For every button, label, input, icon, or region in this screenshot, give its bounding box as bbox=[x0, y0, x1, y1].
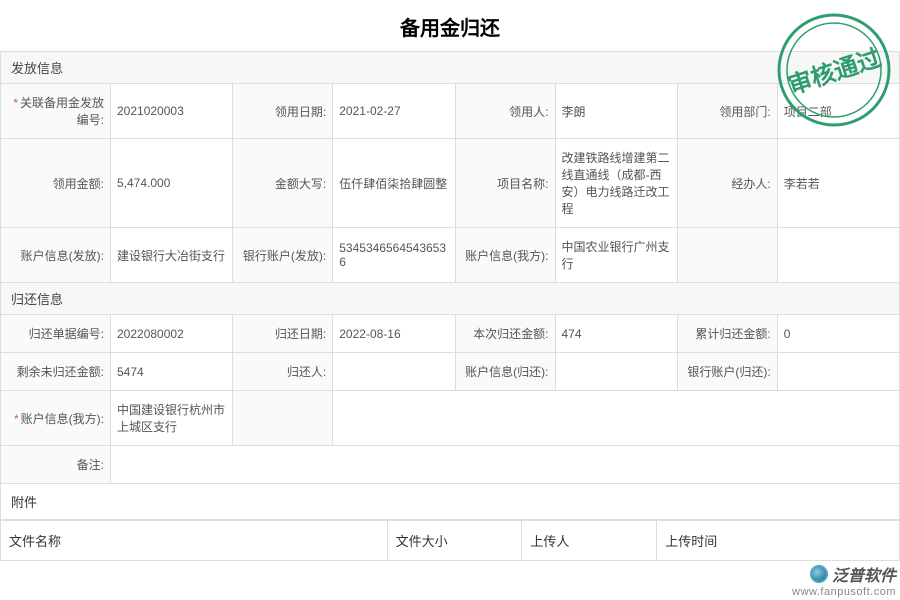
recv-dept-label: 领用部门: bbox=[677, 84, 777, 139]
recv-amount-value: 5,474.000 bbox=[111, 139, 233, 228]
ret-amount-value: 474 bbox=[555, 315, 677, 353]
att-col-time: 上传时间 bbox=[657, 521, 900, 561]
ret-no-label: 归还单据编号: bbox=[1, 315, 111, 353]
blank-label-1 bbox=[677, 228, 777, 283]
remain-label: 剩余未归还金额: bbox=[1, 353, 111, 391]
ret-person-value bbox=[333, 353, 455, 391]
logo-icon bbox=[810, 565, 828, 583]
blank-label-2 bbox=[233, 391, 333, 446]
recv-date-value: 2021-02-27 bbox=[333, 84, 455, 139]
ret-date-label: 归还日期: bbox=[233, 315, 333, 353]
recv-amount-label: 领用金额: bbox=[1, 139, 111, 228]
accum-label: 累计归还金额: bbox=[677, 315, 777, 353]
amount-words-label: 金额大写: bbox=[233, 139, 333, 228]
acct-ret-value bbox=[555, 353, 677, 391]
recv-person-label: 领用人: bbox=[455, 84, 555, 139]
acct-ret-label: 账户信息(归还): bbox=[455, 353, 555, 391]
assoc-no-value: 2021020003 bbox=[111, 84, 233, 139]
amount-words-value: 伍仟肆佰柒拾肆圆整 bbox=[333, 139, 455, 228]
page-title: 备用金归还 bbox=[0, 0, 900, 51]
brand-url: www.fanpusoft.com bbox=[792, 586, 896, 598]
acct-issue-value: 建设银行大冶街支行 bbox=[111, 228, 233, 283]
project-label: 项目名称: bbox=[455, 139, 555, 228]
acct-our2-value: 中国建设银行杭州市上城区支行 bbox=[111, 391, 233, 446]
brand-text: 泛普软件 bbox=[832, 562, 896, 586]
bank-issue-value: 53453465645436536 bbox=[333, 228, 455, 283]
acct-our-value: 中国农业银行广州支行 bbox=[555, 228, 677, 283]
recv-person-value: 李朗 bbox=[555, 84, 677, 139]
attachments-table: 文件名称 文件大小 上传人 上传时间 bbox=[0, 520, 900, 561]
ret-date-value: 2022-08-16 bbox=[333, 315, 455, 353]
attachments-header: 附件 bbox=[0, 484, 900, 520]
bank-issue-label: 银行账户(发放): bbox=[233, 228, 333, 283]
remark-value bbox=[111, 446, 900, 484]
recv-date-label: 领用日期: bbox=[233, 84, 333, 139]
att-col-size: 文件大小 bbox=[387, 521, 522, 561]
bank-ret-value bbox=[777, 353, 899, 391]
project-value: 改建铁路线增建第二线直通线（成都-西安）电力线路迁改工程 bbox=[555, 139, 677, 228]
att-col-uploader: 上传人 bbox=[522, 521, 657, 561]
assoc-no-label: 关联备用金发放编号: bbox=[1, 84, 111, 139]
bank-ret-label: 银行账户(归还): bbox=[677, 353, 777, 391]
return-section-header: 归还信息 bbox=[0, 283, 900, 314]
accum-value: 0 bbox=[777, 315, 899, 353]
blank-value-1 bbox=[777, 228, 899, 283]
att-col-name: 文件名称 bbox=[1, 521, 388, 561]
ret-amount-label: 本次归还金额: bbox=[455, 315, 555, 353]
handler-value: 李若若 bbox=[777, 139, 899, 228]
issue-section-header: 发放信息 bbox=[0, 51, 900, 83]
remain-value: 5474 bbox=[111, 353, 233, 391]
ret-no-value: 2022080002 bbox=[111, 315, 233, 353]
acct-our2-label: 账户信息(我方): bbox=[1, 391, 111, 446]
acct-our-label: 账户信息(我方): bbox=[455, 228, 555, 283]
return-table: 归还单据编号: 2022080002 归还日期: 2022-08-16 本次归还… bbox=[0, 314, 900, 484]
handler-label: 经办人: bbox=[677, 139, 777, 228]
blank-value-2 bbox=[333, 391, 900, 446]
acct-issue-label: 账户信息(发放): bbox=[1, 228, 111, 283]
recv-dept-value: 项目二部 bbox=[777, 84, 899, 139]
issue-table: 关联备用金发放编号: 2021020003 领用日期: 2021-02-27 领… bbox=[0, 83, 900, 283]
remark-label: 备注: bbox=[1, 446, 111, 484]
watermark: 泛普软件 www.fanpusoft.com bbox=[792, 562, 896, 598]
ret-person-label: 归还人: bbox=[233, 353, 333, 391]
